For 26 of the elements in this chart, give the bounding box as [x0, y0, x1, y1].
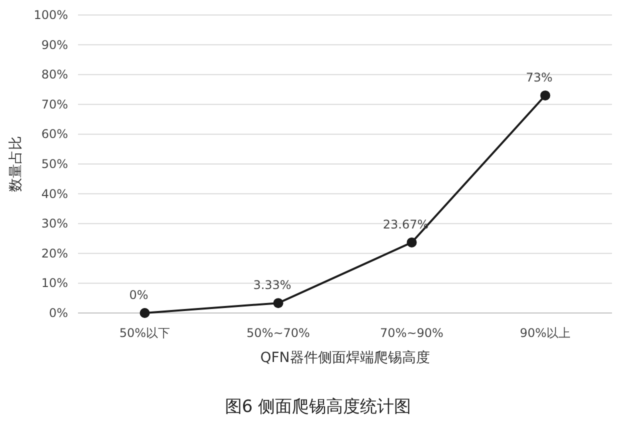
text: 图6 侧面爬锡高度统计图	[224, 397, 412, 417]
y-tick-label: 100%	[34, 8, 68, 22]
point	[140, 308, 150, 318]
x-tick-label: 50%以下	[119, 326, 170, 340]
y-tick-label: 0%	[48, 306, 68, 320]
y-tick-label: 10%	[41, 276, 68, 290]
point	[406, 237, 417, 248]
data-label: 73%	[526, 70, 553, 84]
y-tick-label: 90%	[41, 38, 68, 52]
x-tick-label: 70%~90%	[380, 326, 444, 340]
data-label: 23.67%	[382, 217, 429, 232]
x-tick-label: 90%以上	[520, 326, 571, 340]
y-tick-label: 20%	[41, 246, 68, 260]
data-label: 3.33%	[253, 278, 292, 292]
y-tick-label: 40%	[41, 186, 68, 201]
y-axis-title: 数量占比	[8, 136, 24, 192]
x-axis-title: QFN器件侧面焊端爬锡高度	[260, 350, 430, 366]
point	[540, 90, 550, 100]
y-tick-label: 30%	[41, 216, 68, 231]
x-tick-label: 50%~70%	[246, 326, 310, 340]
y-tick-label: 80%	[41, 68, 68, 82]
y-tick-label: 60%	[41, 127, 68, 142]
point	[273, 298, 284, 308]
data-label: 0%	[129, 288, 148, 302]
y-tick-label: 50%	[41, 157, 68, 171]
y-tick-label: 70%	[41, 97, 68, 112]
